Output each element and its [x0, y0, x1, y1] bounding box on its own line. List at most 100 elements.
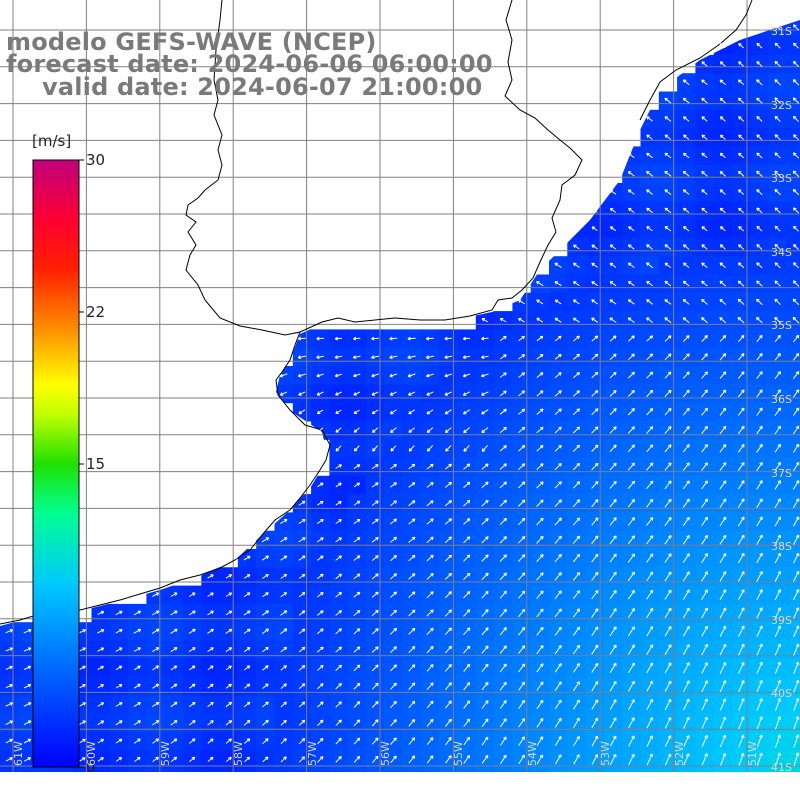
wind-arrow — [390, 664, 397, 672]
wind-arrow — [188, 592, 196, 597]
wind-arrow — [280, 756, 287, 763]
wind-arrow — [756, 371, 763, 379]
wind-arrow — [774, 97, 781, 104]
wind-arrow — [133, 647, 141, 652]
wind-arrow — [774, 152, 781, 159]
wind-arrow — [243, 647, 251, 653]
wind-speed-cell — [420, 768, 440, 772]
wind-arrow — [719, 280, 727, 287]
wind-arrow — [390, 682, 397, 690]
wind-arrow — [774, 115, 781, 122]
wind-arrow — [207, 628, 214, 634]
wind-arrow — [426, 536, 434, 543]
wind-arrow — [298, 610, 306, 616]
wind-arrow — [664, 571, 672, 582]
wind-arrow — [646, 735, 653, 747]
wind-arrow — [298, 628, 306, 634]
wind-arrow — [426, 427, 434, 433]
wind-arrow — [243, 683, 251, 689]
wind-arrow — [646, 698, 654, 711]
wind-arrow — [353, 500, 361, 506]
wind-arrow — [298, 719, 306, 726]
wind-arrow — [463, 463, 471, 470]
wind-arrow — [664, 116, 672, 122]
wind-arrow — [372, 755, 379, 764]
wind-arrow — [536, 517, 544, 526]
wind-arrow — [317, 664, 324, 671]
wind-speed-cell — [658, 768, 678, 772]
wind-arrow — [554, 517, 562, 526]
wind-arrow — [591, 317, 599, 323]
wind-arrow — [627, 626, 635, 637]
wind-arrow — [499, 318, 507, 323]
wind-arrow — [481, 318, 489, 323]
wind-arrow — [756, 734, 763, 748]
wind-arrow — [463, 481, 471, 489]
wind-arrow — [115, 647, 123, 652]
wind-arrow — [682, 607, 690, 619]
wind-arrow — [371, 609, 379, 617]
wind-arrow — [481, 463, 489, 470]
wind-arrow — [170, 720, 178, 726]
wind-arrow — [793, 134, 799, 141]
wind-arrow — [243, 701, 251, 708]
wind-arrow — [756, 79, 763, 86]
wind-arrow — [664, 480, 672, 490]
wind-arrow — [335, 537, 342, 543]
wind-arrow — [445, 755, 452, 764]
wind-arrow — [572, 444, 581, 452]
wind-speed-cell — [786, 732, 800, 751]
wind-arrow — [353, 464, 361, 470]
wind-arrow — [554, 481, 562, 489]
wind-arrow — [646, 207, 653, 214]
wind-arrow — [719, 226, 726, 232]
wind-arrow — [591, 262, 598, 268]
wind-arrow — [426, 609, 434, 617]
wind-arrow — [646, 535, 654, 545]
wind-arrow — [481, 645, 489, 654]
wind-arrow — [463, 518, 471, 525]
wind-arrow — [628, 207, 635, 213]
wind-arrow — [353, 573, 361, 580]
wind-arrow — [518, 718, 525, 728]
wind-arrow — [701, 662, 708, 674]
wind-arrow — [371, 573, 379, 580]
wind-arrow — [664, 662, 672, 674]
wind-arrow — [646, 353, 654, 361]
wind-arrow — [262, 683, 269, 689]
wind-arrow — [627, 426, 635, 434]
wind-arrow — [792, 298, 800, 306]
wind-arrow — [775, 734, 781, 748]
wind-arrow — [170, 610, 178, 616]
wind-arrow — [335, 445, 342, 452]
wind-arrow — [462, 355, 471, 359]
wind-arrow — [664, 753, 672, 766]
wind-arrow — [609, 335, 617, 342]
wind-arrow — [536, 335, 544, 342]
wind-arrow — [591, 499, 599, 508]
wind-arrow — [792, 188, 800, 196]
wind-arrow — [261, 610, 269, 616]
wind-arrow — [756, 407, 763, 416]
wind-arrow — [499, 700, 507, 709]
wind-arrow — [408, 609, 416, 617]
wind-arrow — [298, 592, 306, 598]
wind-arrow — [97, 720, 105, 726]
wind-arrow — [426, 645, 434, 654]
wind-arrow — [536, 572, 544, 581]
wind-speed-cell — [786, 420, 800, 440]
wind-arrow — [627, 171, 635, 177]
wind-arrow — [554, 754, 562, 765]
wind-arrow — [481, 336, 489, 341]
wind-speed-cell — [402, 768, 422, 772]
wind-arrow — [170, 647, 178, 653]
wind-arrow — [390, 518, 397, 525]
wind-arrow — [444, 554, 452, 562]
wind-arrow — [115, 684, 123, 689]
wind-arrow — [426, 500, 434, 507]
wind-arrow — [591, 644, 599, 655]
wind-arrow — [499, 627, 507, 636]
wind-arrow — [97, 647, 105, 652]
wind-arrow — [536, 463, 544, 471]
wind-arrow — [316, 628, 324, 635]
